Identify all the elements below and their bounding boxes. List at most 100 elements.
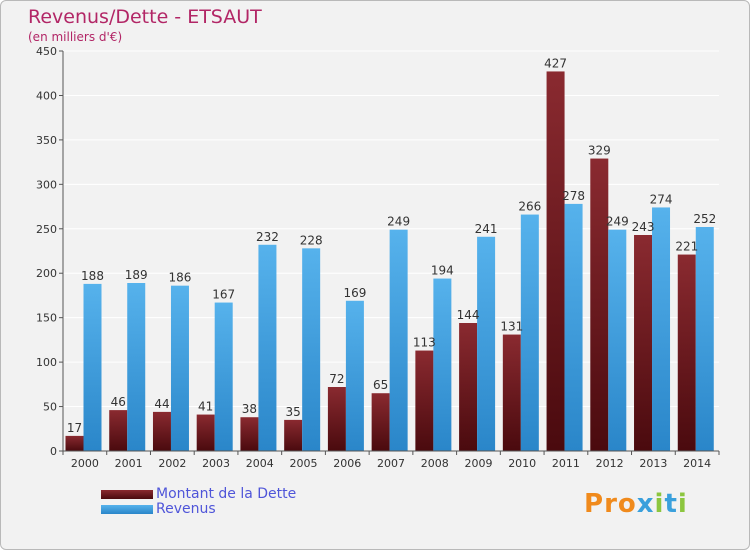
legend-label-debt: Montant de la Dette [156, 486, 297, 502]
bar-revenue [433, 278, 452, 451]
data-label-revenue: 186 [169, 271, 192, 285]
bar-revenue [695, 227, 714, 451]
bar-debt [371, 393, 390, 451]
x-tick-label: 2003 [202, 457, 230, 470]
bar-revenue [520, 214, 539, 451]
x-tick-label: 2014 [683, 457, 711, 470]
x-tick-label: 2013 [639, 457, 667, 470]
logo-letter: i [654, 489, 665, 519]
data-label-revenue: 169 [343, 286, 366, 300]
bar-revenue [83, 283, 102, 451]
logo-letter: P [584, 489, 605, 519]
legend-swatch-revenue [101, 505, 153, 514]
legend-item-revenue: Revenus [101, 501, 401, 518]
y-tick-label: 250 [36, 223, 57, 236]
y-tick-label: 100 [36, 356, 57, 369]
bar-debt [546, 71, 565, 451]
data-label-revenue: 228 [300, 233, 323, 247]
x-tick-label: 2009 [464, 457, 492, 470]
data-label-debt: 329 [588, 144, 611, 158]
bar-revenue [345, 300, 364, 451]
bar-revenue [302, 248, 321, 451]
y-tick-label: 400 [36, 89, 57, 102]
x-tick-label: 2010 [508, 457, 536, 470]
y-tick-label: 350 [36, 134, 57, 147]
data-label-debt: 131 [500, 320, 523, 334]
y-tick-label: 50 [43, 401, 57, 414]
bar-debt [415, 350, 434, 451]
bar-debt [502, 334, 521, 451]
data-label-debt: 44 [154, 397, 169, 411]
x-tick-label: 2005 [290, 457, 318, 470]
data-label-debt: 72 [329, 372, 344, 386]
bar-revenue [608, 229, 627, 451]
bar-revenue [214, 302, 233, 451]
data-label-revenue: 188 [81, 269, 104, 283]
data-label-revenue: 232 [256, 230, 279, 244]
bar-debt [284, 419, 303, 451]
data-label-debt: 38 [242, 402, 257, 416]
x-tick-label: 2006 [333, 457, 361, 470]
y-tick-label: 300 [36, 178, 57, 191]
bar-debt [196, 414, 215, 451]
legend-swatch-debt [101, 490, 153, 499]
x-tick-label: 2002 [158, 457, 186, 470]
x-tick-label: 2000 [71, 457, 99, 470]
bar-revenue [564, 203, 583, 451]
bar-debt [109, 410, 128, 451]
data-label-revenue: 249 [606, 215, 629, 229]
bar-revenue [258, 244, 277, 451]
logo-letter: t [664, 489, 678, 519]
data-label-debt: 41 [198, 400, 213, 414]
bar-revenue [127, 283, 146, 451]
logo-letter: r [604, 489, 618, 519]
data-label-revenue: 189 [125, 268, 148, 282]
y-tick-label: 200 [36, 267, 57, 280]
data-label-revenue: 167 [212, 288, 235, 302]
data-label-revenue: 194 [431, 264, 454, 278]
x-tick-label: 2007 [377, 457, 405, 470]
data-label-revenue: 249 [387, 215, 410, 229]
bar-debt [152, 411, 171, 451]
bar-debt [590, 158, 609, 452]
x-tick-label: 2012 [596, 457, 624, 470]
chart-subtitle: (en milliers d'€) [28, 30, 123, 44]
data-label-debt: 46 [111, 395, 126, 409]
legend-item-debt: Montant de la Dette [101, 486, 401, 503]
data-label-debt: 65 [373, 378, 388, 392]
bar-debt [459, 323, 478, 451]
data-label-debt: 17 [67, 421, 82, 435]
data-label-debt: 113 [413, 336, 436, 350]
data-label-debt: 427 [544, 56, 567, 70]
logo-letter: x [636, 489, 655, 519]
data-label-revenue: 241 [475, 222, 498, 236]
data-label-revenue: 266 [518, 200, 541, 214]
x-tick-label: 2004 [246, 457, 274, 470]
bar-revenue [170, 285, 189, 451]
bar-debt [65, 435, 84, 451]
bar-debt [634, 235, 653, 451]
y-tick-label: 450 [36, 45, 57, 58]
chart-title: Revenus/Dette - ETSAUT [28, 6, 262, 28]
bar-debt [327, 387, 346, 451]
bar-revenue [652, 207, 671, 451]
y-tick-label: 0 [50, 445, 57, 458]
proxiti-logo: Proxiti [584, 489, 688, 519]
y-tick-label: 150 [36, 312, 57, 325]
data-label-debt: 221 [675, 240, 698, 254]
data-label-revenue: 274 [650, 192, 673, 206]
data-label-revenue: 252 [693, 212, 716, 226]
legend-label-revenue: Revenus [156, 501, 216, 517]
logo-letter: i [677, 489, 688, 519]
data-label-debt: 35 [286, 405, 301, 419]
x-tick-label: 2011 [552, 457, 580, 470]
logo-letter: o [617, 489, 637, 519]
x-tick-label: 2001 [115, 457, 143, 470]
bar-revenue [477, 236, 496, 451]
bar-revenue [389, 229, 408, 451]
data-label-debt: 243 [632, 220, 655, 234]
bar-debt [677, 254, 696, 451]
data-label-revenue: 278 [562, 189, 585, 203]
